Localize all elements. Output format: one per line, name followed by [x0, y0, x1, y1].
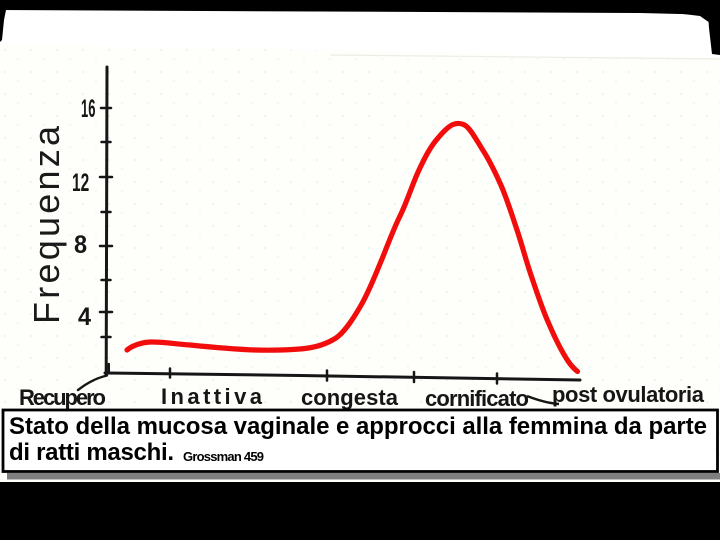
svg-text:post ovulatoria: post ovulatoria	[552, 382, 705, 407]
svg-text:Frequenza: Frequenza	[26, 125, 67, 324]
svg-text:Grossman 459: Grossman 459	[183, 449, 264, 464]
svg-text:12: 12	[72, 169, 89, 197]
svg-text:Recupero: Recupero	[19, 385, 106, 410]
svg-text:16: 16	[81, 96, 95, 124]
svg-text:cornificato: cornificato	[425, 386, 529, 411]
svg-text:congesta: congesta	[301, 385, 399, 410]
svg-text:di ratti maschi.: di ratti maschi.	[9, 439, 174, 466]
svg-text:4: 4	[78, 303, 92, 331]
svg-text:Stato della mucosa vaginale e: Stato della mucosa vaginale e approcci a…	[9, 413, 707, 440]
svg-text:8: 8	[74, 231, 87, 259]
